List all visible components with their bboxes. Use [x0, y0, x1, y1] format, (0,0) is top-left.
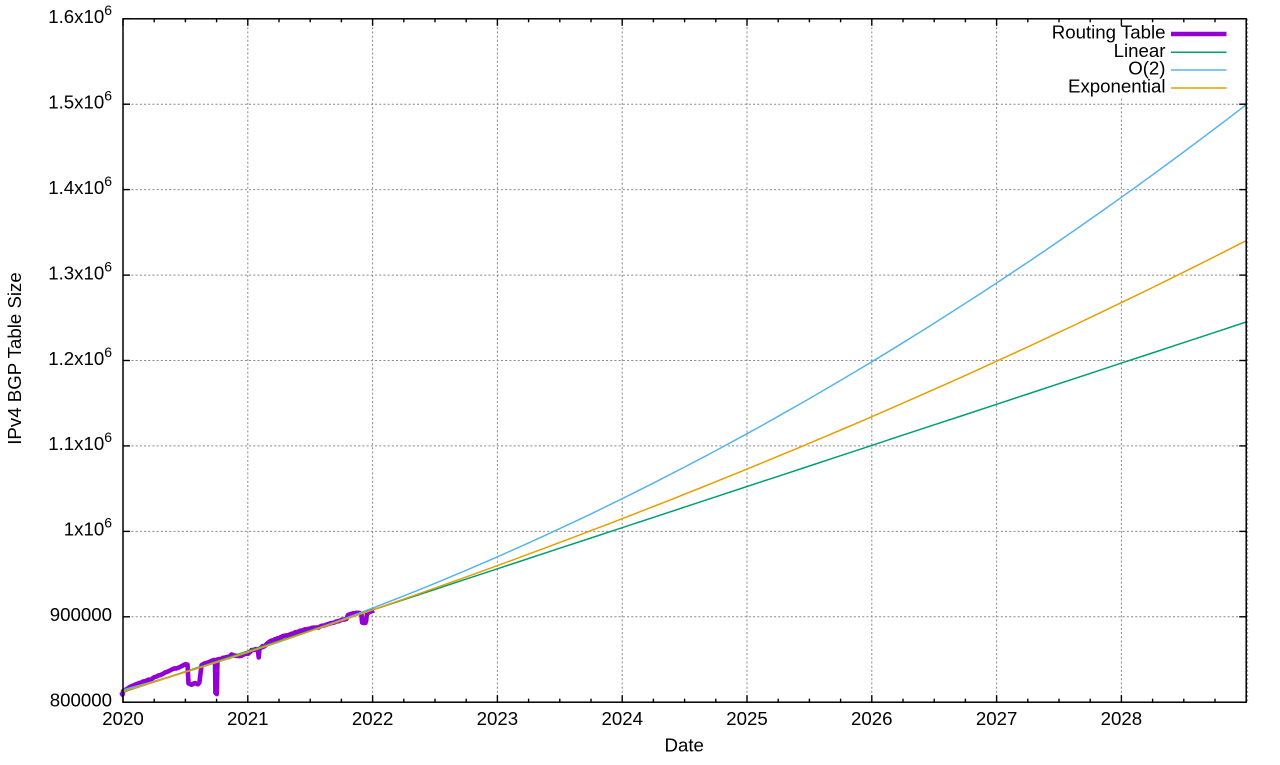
svg-text:2027: 2027	[976, 708, 1018, 729]
svg-text:Linear: Linear	[1114, 40, 1166, 61]
svg-text:1.3x106: 1.3x106	[48, 258, 112, 283]
svg-text:2023: 2023	[477, 708, 519, 729]
svg-text:2020: 2020	[102, 708, 144, 729]
svg-text:2021: 2021	[227, 708, 269, 729]
svg-text:1.1x106: 1.1x106	[48, 429, 112, 454]
svg-text:1.5x106: 1.5x106	[48, 88, 112, 113]
svg-text:2026: 2026	[851, 708, 893, 729]
svg-text:O(2): O(2)	[1128, 58, 1165, 79]
svg-text:2024: 2024	[601, 708, 643, 729]
svg-text:Routing Table: Routing Table	[1052, 22, 1166, 43]
svg-text:1.2x106: 1.2x106	[48, 344, 112, 369]
svg-text:900000: 900000	[50, 604, 112, 625]
svg-text:Date: Date	[664, 735, 703, 756]
svg-text:2028: 2028	[1101, 708, 1143, 729]
svg-text:2025: 2025	[726, 708, 768, 729]
svg-text:1x106: 1x106	[64, 515, 112, 540]
svg-text:IPv4 BGP Table Size: IPv4 BGP Table Size	[4, 272, 25, 445]
svg-text:2022: 2022	[352, 708, 394, 729]
svg-text:Exponential: Exponential	[1068, 76, 1166, 97]
svg-text:1.4x106: 1.4x106	[48, 173, 112, 198]
svg-text:1.6x106: 1.6x106	[48, 2, 112, 27]
svg-text:800000: 800000	[50, 690, 112, 711]
